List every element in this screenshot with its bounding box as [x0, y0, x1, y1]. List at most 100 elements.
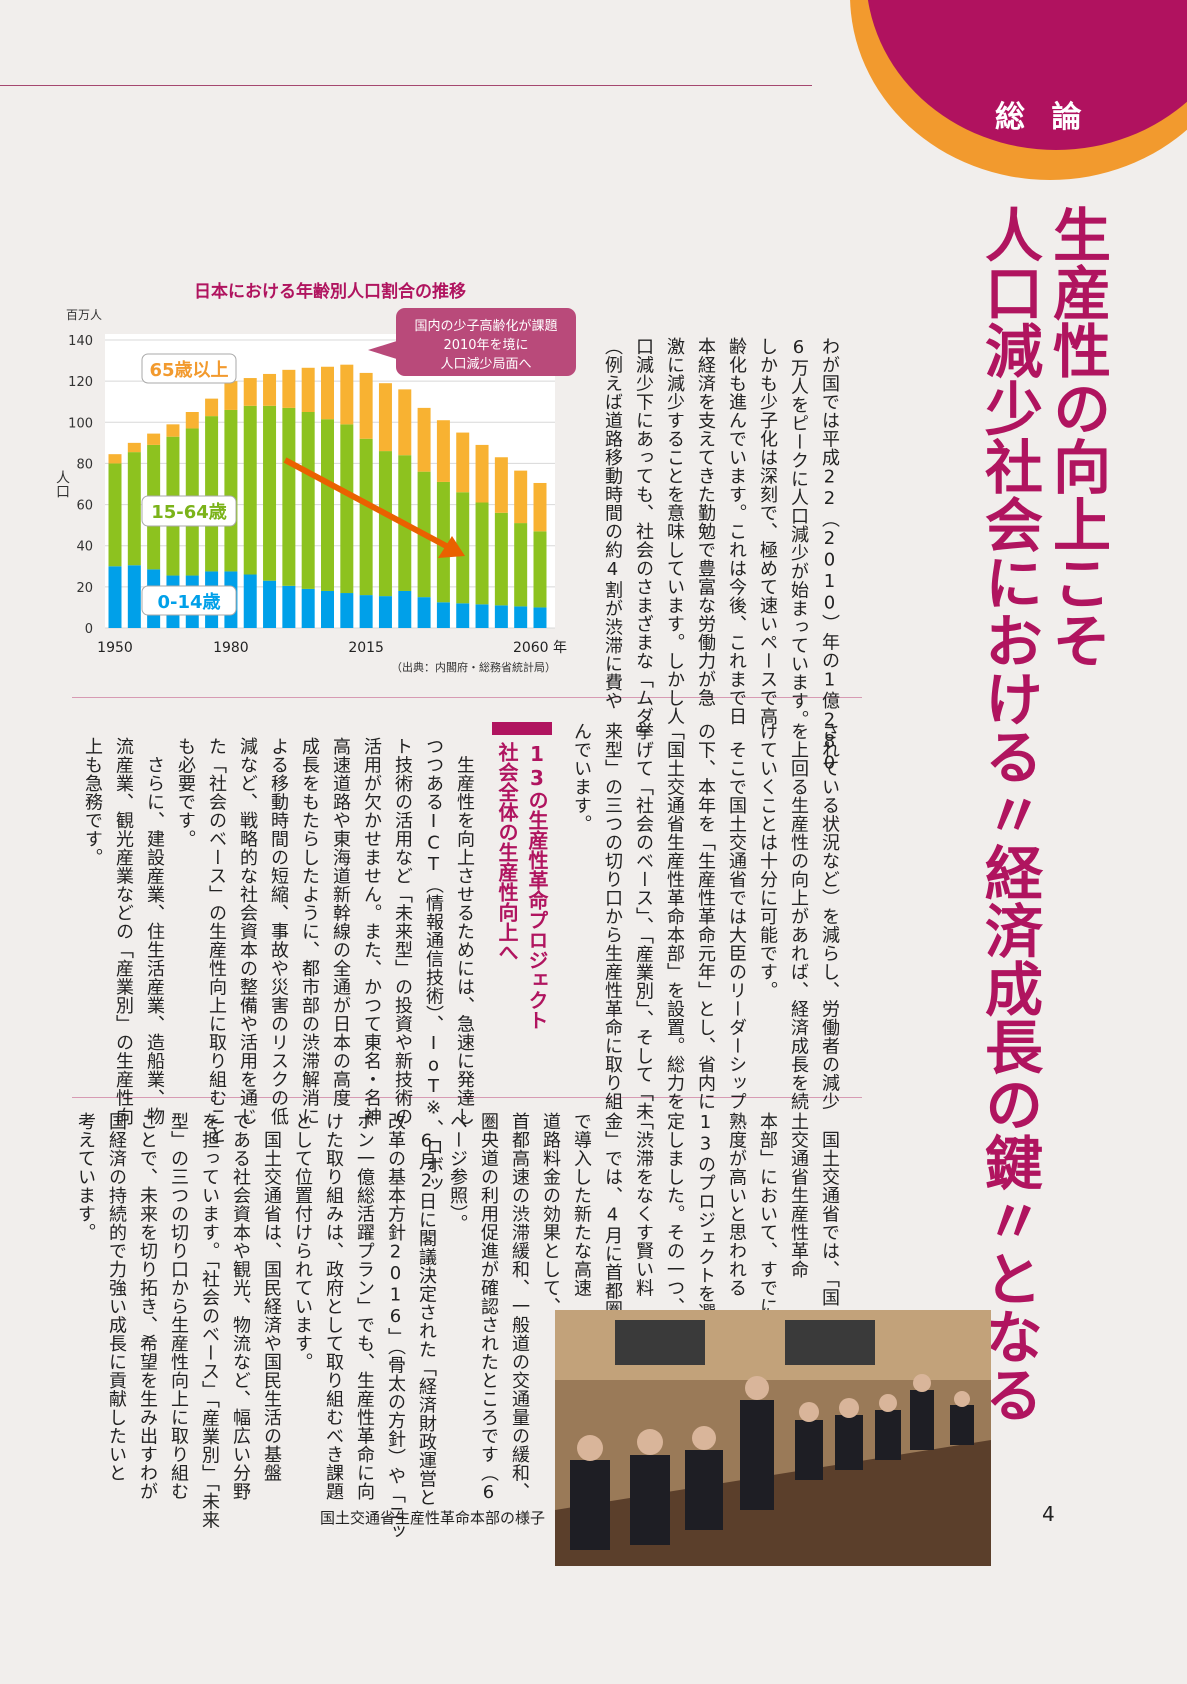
bar-0-14-1985	[243, 574, 257, 628]
bar-65-plus-2025	[398, 389, 412, 456]
text-line: 改革の基本方針2016」（骨太の方針）や「ニッ	[385, 1112, 406, 1541]
title-line-2: 人口減少社会における〃経済成長の鍵〃となる	[975, 205, 1043, 1423]
text-line: 6万人をピークに人口減少が始まっています。	[788, 337, 809, 729]
heading-line-2: 社会全体の生産性向上へ	[495, 742, 519, 962]
bar-0-14-2050	[494, 605, 508, 628]
bar-15-64-2020	[378, 451, 392, 597]
y-tick-label: 40	[76, 540, 93, 555]
text-line: 「国土交通省生産性革命本部」を設置。総力を	[664, 722, 685, 1111]
text-line: 熟度が高いと思われる	[726, 1112, 747, 1297]
bar-65-plus-2035	[436, 420, 450, 482]
text-line: である社会資本や観光、物流など、幅広い分野	[230, 1112, 251, 1501]
text-line: 定しました。その一つ、	[664, 1112, 685, 1316]
text-line: で導入した新たな高速	[571, 1112, 592, 1297]
svg-text:2010年を境に: 2010年を境に	[443, 338, 528, 353]
page-number: 4	[1042, 1502, 1055, 1526]
title-line-1: 生産性の向上こそ	[1043, 205, 1111, 669]
text-line: 本経済を支えてきた勤勉で豊富な労働力が急	[695, 337, 716, 707]
text-line: （例えば道路移動時間の約4割が渋滞に費や	[602, 337, 623, 710]
bar-0-14-2020	[378, 596, 392, 628]
bar-65-plus-1985	[243, 378, 257, 406]
bar-0-14-2055	[514, 606, 528, 628]
bar-0-14-2000	[301, 588, 315, 628]
text-line: の下、本年を「生産性革命元年」とし、省内に	[695, 722, 716, 1111]
bar-65-plus-1960	[147, 433, 161, 445]
text-line: 活用が欠かせません。また、かつて東名・名神	[361, 737, 382, 1126]
text-line: つつあるICT（情報通信技術）、IoT※、ロボッ	[423, 737, 444, 1193]
text-line: んでいます。	[571, 722, 592, 833]
bar-15-64-1990	[263, 405, 277, 581]
bar-15-64-2060	[533, 531, 547, 608]
text-line: 金」では、4月に首都圏	[602, 1112, 623, 1319]
bar-65-plus-2005	[321, 366, 334, 420]
x-tick-label: 2015	[348, 640, 384, 656]
text-line: 減など、戦略的な社会資本の整備や活用を通じ	[237, 737, 258, 1126]
bar-0-14-1995	[282, 585, 296, 628]
svg-text:国内の少子高齢化が課題: 国内の少子高齢化が課題	[414, 318, 557, 334]
bar-0-14-2040	[456, 603, 470, 628]
text-line: よる移動時間の短縮、事故や災害のリスクの低	[268, 737, 289, 1126]
meeting-photo	[555, 1310, 991, 1566]
bar-15-64-2055	[514, 523, 528, 607]
text-line: 口減少下にあっても、社会のさまざまな「ムダ」	[633, 337, 654, 744]
page-title: 生産性の向上こそ 人口減少社会における〃経済成長の鍵〃となる	[975, 205, 1111, 1423]
x-tick-label: 2060 年	[513, 640, 567, 656]
decline-arrow-head	[438, 536, 465, 558]
text-line: されている状況など）を減らし、労働者の減少	[819, 722, 840, 1111]
header-rule	[0, 85, 812, 86]
text-line: 首都高速の渋滞緩和、一般道の交通量の緩和、	[509, 1112, 530, 1501]
text-line: しかも少子化は深刻で、極めて速いペースで高	[757, 337, 778, 726]
text-line: 来型」の三つの切り口から生産性革命に取り組	[602, 722, 623, 1111]
bar-0-14-2060	[533, 607, 547, 628]
text-line: 型」の三つの切り口から生産性向上に取り組む	[168, 1112, 189, 1501]
text-line: 圏央道の利用促進が確認されたところです（6	[478, 1112, 499, 1504]
bar-0-14-2035	[436, 602, 450, 628]
text-line: ト技術の活用など「未来型」の投資や新技術の	[392, 737, 413, 1126]
text-line: 本部」において、すでに	[757, 1112, 778, 1316]
text-line: 上も急務です。	[82, 737, 103, 867]
body-text-ict: 生産性を向上させるためには、急速に発達し つつあるICT（情報通信技術）、IoT…	[77, 737, 480, 1193]
bar-65-plus-1955	[127, 442, 141, 453]
bar-65-plus-2040	[456, 432, 470, 493]
y-tick-label: 80	[76, 457, 93, 472]
bar-0-14-2015	[359, 595, 373, 628]
legend-15-64: 15-64歳	[141, 495, 237, 527]
text-line: た「社会のベース」の生産性向上に取り組むこと	[206, 737, 227, 1144]
text-line: わが国では平成22（2010）年の1億280	[819, 337, 840, 774]
bar-0-14-1990	[263, 580, 277, 628]
bar-15-64-2045	[475, 502, 489, 605]
svg-text:65歳以上: 65歳以上	[149, 360, 228, 381]
body-text-projects: 国土交通省では、「国 土交通省生産性革命 本部」において、すでに 熟度が高いと思…	[65, 1112, 845, 1541]
section-heading: 13の生産性革命プロジェクト 社会全体の生産性向上へ	[492, 742, 552, 1072]
chart-annotation-callout: 国内の少子高齢化が課題 2010年を境に 人口減少局面へ	[368, 308, 576, 376]
bar-0-14-2025	[398, 590, 412, 628]
bar-65-plus-1970	[185, 412, 199, 429]
bar-15-64-2000	[301, 412, 315, 589]
section-divider	[72, 697, 862, 698]
text-line: けていくことは十分に可能です。	[757, 722, 778, 1000]
bar-15-64-2010	[340, 424, 354, 594]
bar-65-plus-2000	[301, 367, 315, 412]
bar-65-plus-2010	[340, 364, 354, 425]
text-line: 国経済の持続的で力強い成長に貢献したいと	[106, 1112, 127, 1482]
bar-15-64-1975	[205, 416, 219, 572]
y-tick-label: 140	[68, 334, 93, 349]
y-tick-label: 20	[76, 581, 93, 596]
bar-0-14-1950	[108, 566, 122, 628]
text-line: 挙げて「社会のベース」、「産業別」、そして「未	[633, 722, 654, 1121]
text-line: 生産性を向上させるためには、急速に発達し	[454, 737, 475, 1126]
text-line: そこで国土交通省では大臣のリーダーシップ	[726, 722, 747, 1111]
text-line: 13のプロジェクトを選	[695, 1112, 716, 1322]
bar-15-64-2005	[321, 419, 334, 591]
bar-65-plus-2030	[417, 407, 431, 472]
bar-0-14-2005	[321, 590, 334, 628]
bar-15-64-2015	[359, 438, 373, 596]
bar-65-plus-1995	[282, 369, 296, 408]
bar-65-plus-1980	[224, 381, 238, 410]
heading-line-1: 13の生産性革命プロジェクト	[525, 742, 549, 1030]
y-tick-label: 0	[85, 622, 93, 637]
bar-15-64-1955	[127, 452, 141, 566]
bar-65-plus-1990	[263, 373, 277, 406]
bar-0-14-2045	[475, 604, 489, 628]
text-line: を担っています。「社会のベース」「産業別」「未来	[199, 1112, 220, 1529]
